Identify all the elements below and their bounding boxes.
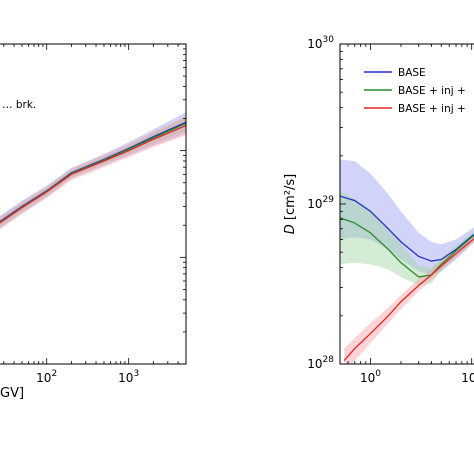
left-annotation: … brk. — [2, 99, 36, 111]
right-band-2 — [344, 235, 474, 364]
right-series-lines — [340, 195, 474, 362]
left-x-tick-label-1: 103 — [118, 369, 139, 385]
right-y-axis-label: D [cm²/s] — [283, 174, 298, 234]
legend-label-2: BASE + inj + — [398, 103, 466, 115]
right-y-tick-label-0: 1028 — [307, 355, 334, 371]
right-series-line-2 — [343, 237, 474, 362]
left-series-lines — [0, 121, 186, 224]
right-plot-frame — [339, 43, 474, 365]
legend-label-1: BASE + inj + — [398, 85, 466, 97]
left-band-0 — [0, 112, 186, 229]
right-axis-ticks: 100 101 1028 1029 1030 — [307, 35, 474, 385]
left-series-line-2 — [0, 124, 186, 224]
right-series-line-1 — [340, 217, 474, 278]
left-x-axis-label: GV] — [0, 386, 24, 401]
legend-label-0: BASE — [398, 67, 426, 79]
left-plot-frame — [0, 43, 187, 365]
right-y-axis-units: [cm²/s] — [283, 174, 298, 224]
left-chart-panel: 102 103 … brk. GV] — [0, 43, 187, 401]
right-chart-panel: 100 101 1028 1029 1030 D [cm²/s] BASE BASE + … — [283, 35, 474, 385]
right-y-tick-label-1: 1029 — [307, 195, 334, 211]
right-series-line-0 — [340, 195, 474, 262]
right-y-axis-symbol: D — [283, 224, 298, 234]
right-band-0 — [340, 159, 474, 275]
right-legend: BASE BASE + inj + BASE + inj + — [364, 67, 466, 115]
right-x-tick-label-0: 100 — [360, 369, 381, 385]
right-x-tick-label-1: 101 — [461, 369, 474, 385]
left-x-tick-label-0: 102 — [36, 369, 57, 385]
left-uncertainty-bands — [0, 112, 186, 230]
left-axis-ticks: 102 103 — [3, 43, 187, 385]
right-y-tick-label-2: 1030 — [307, 35, 334, 51]
